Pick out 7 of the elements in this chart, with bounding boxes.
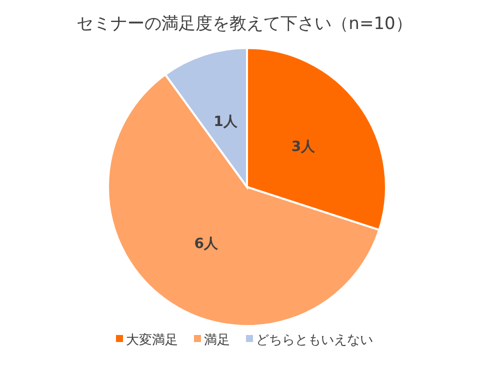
data-label: 6人 <box>194 236 220 252</box>
data-label: 1人 <box>214 114 238 130</box>
legend-label: 満足 <box>204 333 230 348</box>
legend-label: どちらともいえない <box>256 333 373 348</box>
legend-label: 大変満足 <box>126 332 178 348</box>
data-label: 3人 <box>291 139 316 156</box>
chart-title: セミナーの満足度を教えて下さい（n=10） <box>76 14 412 34</box>
